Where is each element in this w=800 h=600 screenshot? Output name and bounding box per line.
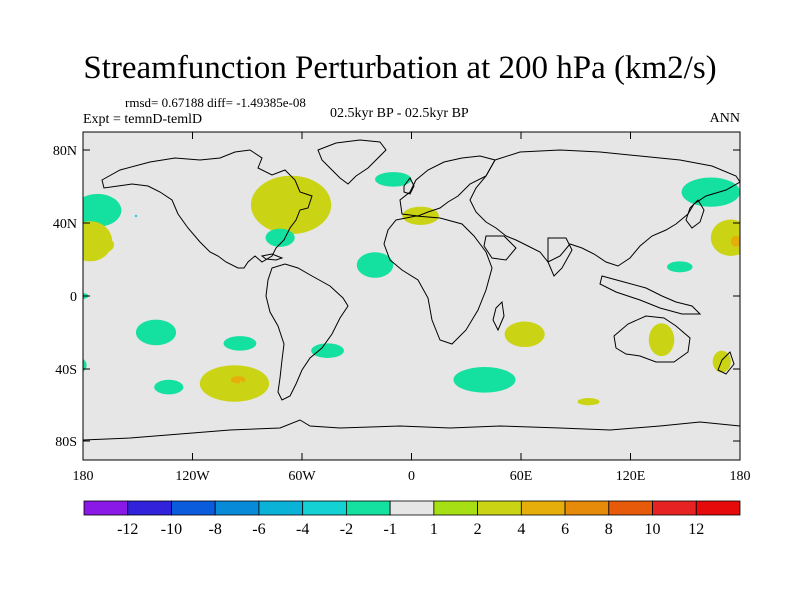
anomaly-region [402,206,439,225]
map-background [83,132,740,460]
colorbar-swatch [389,500,435,516]
colorbar-label: -8 [209,521,222,538]
indonesia-coast [599,275,702,315]
chart-title: Streamfunction Perturbation at 200 hPa (… [83,50,717,86]
anomaly-region [681,177,740,207]
india-coast [547,237,573,277]
lat-label: 0 [70,290,77,305]
anomaly-region [710,219,740,256]
colorbar [83,500,741,516]
japan-coast [685,199,705,229]
stipple-mark [239,380,243,384]
anomaly-region [453,367,516,393]
lon-label: 60E [510,469,533,484]
colorbar-swatch [345,500,391,516]
lat-label: 40S [55,363,77,378]
colorbar-swatch [302,500,347,516]
colorbar-swatch [520,500,566,516]
colorbar-swatch [564,500,610,516]
lon-ticks [82,132,741,460]
colorbar-swatch [695,500,741,516]
anomaly-region [504,321,545,348]
antarctica-coast [83,419,740,441]
colorbar-swatch [171,500,216,516]
greenland-coast [317,139,387,185]
colorbar-labels: -12 -10 -8 -6 -4 -2 -1 1 2 4 6 8 10 12 [117,521,704,538]
lat-labels: 80N 40N 0 40S 80S [53,144,77,450]
cuba-coast [260,253,284,261]
stats-label: rmsd= 0.67188 diff= -1.49385e-08 [125,95,306,110]
anomaly-region [375,172,412,187]
lon-label: 180 [730,469,751,484]
colorbar-swatch [258,500,304,516]
colorbar-label: 4 [517,521,525,538]
lat-label: 80N [53,144,77,159]
colorbar-swatch [608,500,653,516]
lon-label: 60W [288,469,316,484]
colorbar-label: 8 [605,521,613,538]
anomaly-region [648,323,675,357]
colorbar-label: 6 [561,521,569,538]
colorbar-swatch [477,500,522,516]
anomaly-region [667,261,693,273]
colorbar-label: -12 [117,521,138,538]
anomaly-region [83,358,87,372]
lon-label: 120W [175,469,210,484]
africa-coast [383,215,493,345]
colorbar-label: -6 [252,521,265,538]
anomaly-region [267,199,301,218]
colorbar-swatch [433,500,479,516]
uk-coast [403,177,415,195]
colorbar-label: 2 [474,521,482,538]
anomaly-region [199,365,270,402]
lon-label: 0 [408,469,415,484]
anomaly-region [577,398,600,406]
colorbar-label: 12 [688,521,704,538]
lat-ticks [83,149,740,442]
colorbar-label: -1 [383,521,396,538]
period-label: 02.5kyr BP - 02.5kyr BP [330,106,469,121]
lon-label: 180 [73,469,94,484]
lon-label: 120E [616,469,646,484]
lat-label: 40N [53,217,77,232]
colorbar-label: -10 [161,521,182,538]
colorbar-label: 1 [430,521,438,538]
australia-coast [613,315,691,363]
new-zealand-coast [717,351,735,375]
anomaly-layer [83,172,740,406]
asia-coast [469,149,740,267]
arabia-coast [483,235,517,261]
anomaly-region [135,319,177,346]
madagascar-coast [492,300,505,332]
anomaly-region [730,235,740,247]
anomaly-region [356,252,394,278]
lat-label: 80S [55,435,77,450]
colorbar-swatch [214,500,260,516]
lon-labels: 180 120W 60W 0 60E 120E 180 [73,469,751,484]
colorbar-swatch [127,500,172,516]
coastlines [83,139,740,441]
anomaly-region [95,237,115,253]
north-america-coast [101,149,313,269]
stipple-mark [134,214,138,218]
anomaly-region [83,193,122,227]
season-label: ANN [709,111,740,126]
anomaly-region [223,336,257,351]
colorbar-swatch [652,500,697,516]
colorbar-label: 10 [645,521,661,538]
colorbar-label: -2 [340,521,353,538]
experiment-label: Expt = temnD-temlD [83,112,203,127]
colorbar-swatch [83,500,129,516]
anomaly-region [230,376,246,384]
colorbar-label: -4 [296,521,309,538]
anomaly-region [311,343,344,358]
south-america-coast [265,263,349,401]
anomaly-region [154,379,184,395]
